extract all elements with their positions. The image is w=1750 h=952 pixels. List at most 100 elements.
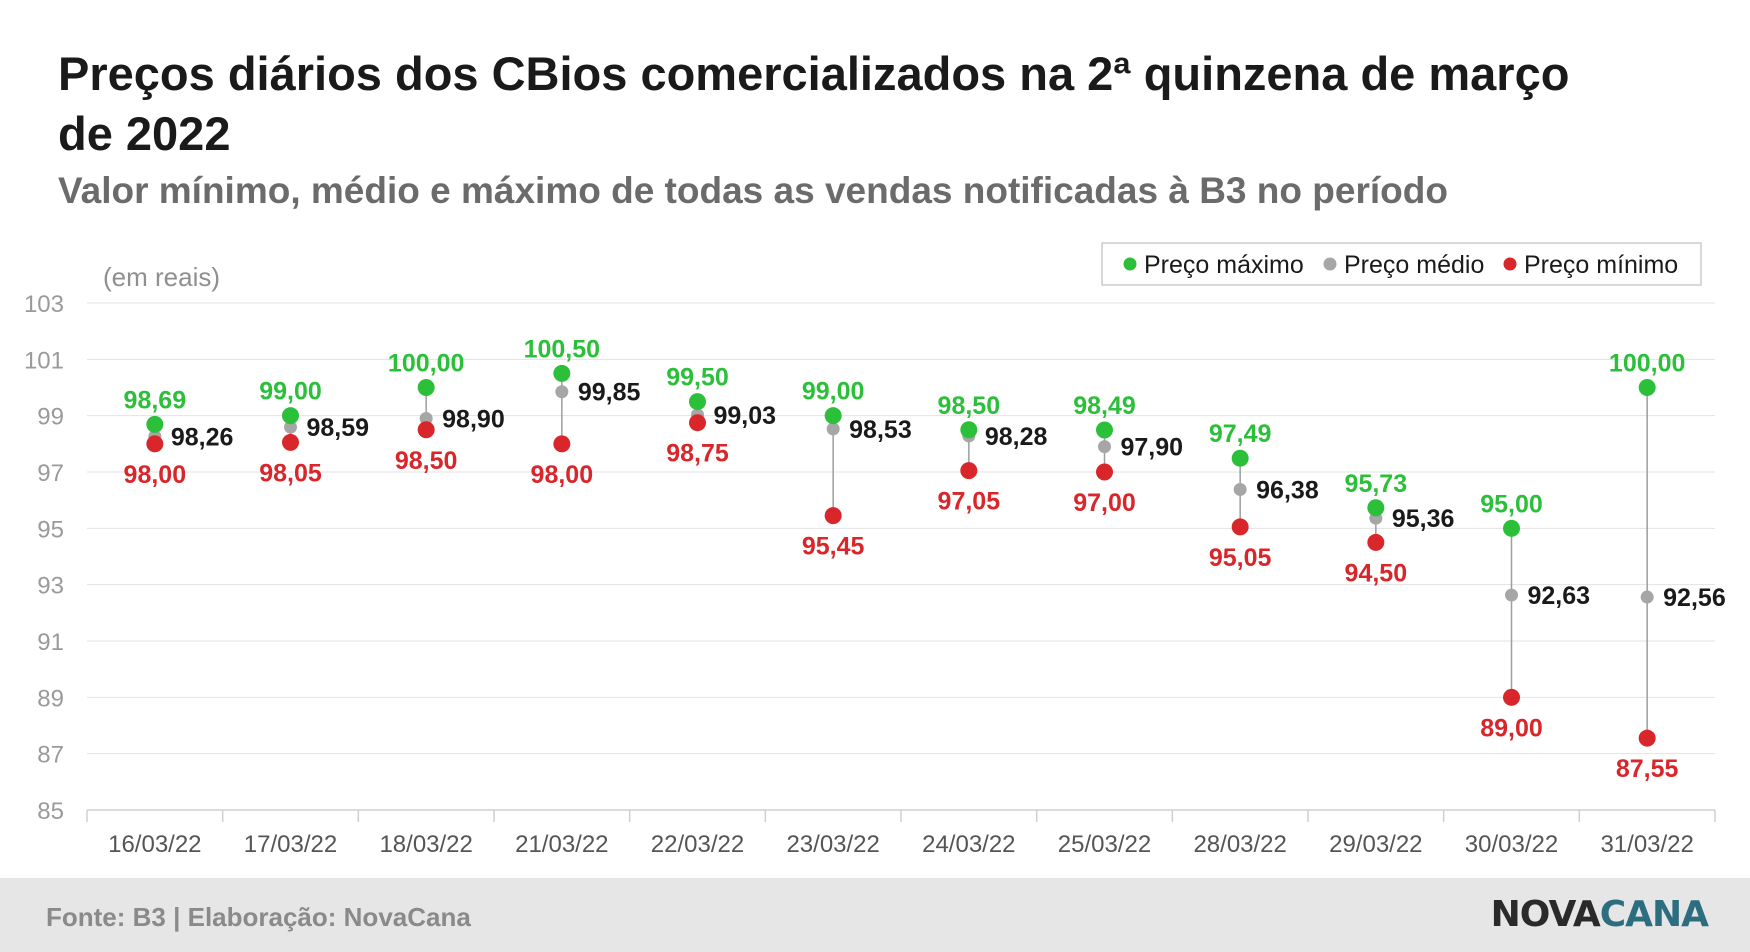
label-preco-minimo: 98,50 (395, 447, 458, 475)
point-preco-minimo (417, 421, 435, 439)
point-preco-maximo (689, 393, 706, 411)
label-preco-minimo: 95,05 (1209, 544, 1272, 572)
y-tick-label: 91 (37, 629, 64, 656)
label-preco-maximo: 98,49 (1073, 392, 1136, 420)
label-preco-medio: 92,63 (1528, 582, 1591, 610)
label-preco-maximo: 98,69 (124, 386, 187, 414)
point-preco-medio (555, 385, 569, 399)
logo-part-cana: CANA (1599, 894, 1709, 935)
x-tick-label: 29/03/22 (1329, 831, 1422, 858)
label-preco-minimo: 98,00 (124, 461, 187, 489)
x-tick-label: 31/03/22 (1600, 831, 1693, 858)
label-preco-minimo: 97,00 (1073, 489, 1136, 517)
legend-marker (1123, 257, 1137, 271)
point-preco-maximo (282, 407, 299, 425)
point-preco-maximo (1367, 499, 1385, 517)
label-preco-medio: 98,90 (442, 405, 505, 433)
data-labels: 98,69 98,26 98,00 99,00 98,59 98,05 100,00 98,9… (124, 335, 1726, 783)
legend-label: Preço médio (1344, 251, 1484, 279)
legend-marker (1503, 257, 1517, 271)
label-preco-minimo: 98,75 (666, 440, 729, 468)
point-preco-minimo (1503, 688, 1520, 706)
label-preco-minimo: 98,00 (531, 461, 594, 489)
point-preco-medio (1098, 440, 1111, 454)
point-preco-maximo (417, 379, 435, 396)
label-preco-medio: 98,26 (171, 424, 234, 452)
y-tick-label: 97 (37, 460, 64, 487)
x-tick-label: 24/03/22 (922, 831, 1015, 858)
footer-bar: Fonte: B3 | Elaboração: NovaCana NOVACAN… (0, 878, 1750, 952)
label-preco-maximo: 99,00 (802, 378, 865, 406)
grid-lines (87, 302, 1715, 755)
point-preco-maximo (553, 364, 571, 382)
point-preco-maximo (1503, 519, 1520, 537)
label-preco-minimo: 98,05 (259, 459, 322, 487)
label-preco-maximo: 99,50 (666, 364, 729, 392)
point-preco-minimo (960, 462, 978, 480)
label-preco-medio: 98,59 (307, 414, 370, 442)
point-preco-minimo (824, 507, 842, 525)
axes: (em reais) 85 87 89 91 93 95 97 99 101 103 16/03/22… (24, 262, 1716, 858)
logo-part-nova: NOVA (1490, 894, 1601, 935)
y-tick-label: 89 (37, 685, 64, 712)
x-tick-label: 17/03/22 (244, 831, 337, 858)
y-tick-label: 93 (37, 573, 64, 600)
label-preco-medio: 95,36 (1392, 505, 1455, 533)
legend: Preço máximo Preço médio Preço mínimo (1101, 242, 1702, 286)
x-tick-label: 28/03/22 (1193, 831, 1286, 858)
label-preco-medio: 98,53 (849, 416, 912, 444)
x-tick-label: 23/03/22 (786, 831, 879, 858)
point-preco-maximo (1638, 379, 1656, 396)
label-preco-medio: 97,90 (1121, 434, 1184, 462)
point-preco-minimo (553, 435, 571, 453)
y-tick-label: 103 (24, 291, 64, 318)
point-preco-medio (1640, 590, 1654, 604)
point-preco-medio (1505, 588, 1518, 602)
label-preco-maximo: 95,73 (1345, 470, 1408, 498)
label-preco-maximo: 100,50 (524, 335, 600, 363)
label-preco-minimo: 89,00 (1480, 714, 1543, 742)
point-preco-minimo (689, 414, 706, 432)
point-preco-medio (1233, 482, 1247, 496)
y-tick-label: 99 (37, 404, 64, 431)
legend-marker (1323, 257, 1337, 271)
point-preco-maximo (1231, 449, 1249, 467)
point-preco-minimo (1231, 518, 1249, 536)
point-preco-minimo (1638, 729, 1656, 747)
y-tick-label: 101 (24, 347, 64, 374)
x-tick-label: 21/03/22 (515, 831, 608, 858)
point-preco-minimo (1096, 463, 1113, 481)
label-preco-minimo: 95,45 (802, 533, 865, 561)
point-preco-minimo (146, 435, 164, 453)
point-preco-medio (419, 411, 433, 425)
x-tick-label: 22/03/22 (651, 831, 744, 858)
point-preco-medio (284, 420, 297, 434)
label-preco-maximo: 98,50 (938, 392, 1001, 420)
label-preco-maximo: 95,00 (1480, 490, 1543, 518)
point-preco-maximo (824, 407, 842, 425)
chart-subtitle: Valor mínimo, médio e máximo de todas as… (58, 170, 1448, 211)
source-note: Fonte: B3 | Elaboração: NovaCana (46, 902, 471, 932)
label-preco-minimo: 87,55 (1616, 755, 1679, 783)
point-preco-medio (826, 422, 840, 436)
label-preco-medio: 98,28 (985, 423, 1048, 451)
x-tick-label: 16/03/22 (108, 831, 201, 858)
label-preco-maximo: 97,49 (1209, 420, 1272, 448)
legend-label: Preço máximo (1144, 251, 1304, 279)
label-preco-maximo: 100,00 (388, 350, 464, 378)
y-tick-label: 85 (37, 798, 64, 825)
x-tick-label: 18/03/22 (379, 831, 472, 858)
chart-area: (em reais) 85 87 89 91 93 95 97 99 101 103 16/03/22… (24, 242, 1726, 858)
y-tick-label: 87 (37, 742, 64, 769)
x-tick-label: 25/03/22 (1058, 831, 1151, 858)
point-preco-minimo (1367, 533, 1385, 551)
point-preco-maximo (146, 415, 164, 433)
label-preco-maximo: 100,00 (1609, 350, 1685, 378)
chart-title: Preços diários dos CBios comercializados… (58, 47, 1570, 160)
label-preco-medio: 99,85 (578, 379, 641, 407)
point-preco-maximo (960, 421, 978, 439)
label-preco-minimo: 94,50 (1345, 559, 1408, 587)
label-preco-maximo: 99,00 (259, 378, 322, 406)
label-preco-medio: 99,03 (714, 402, 777, 430)
unit-note: (em reais) (103, 262, 220, 292)
